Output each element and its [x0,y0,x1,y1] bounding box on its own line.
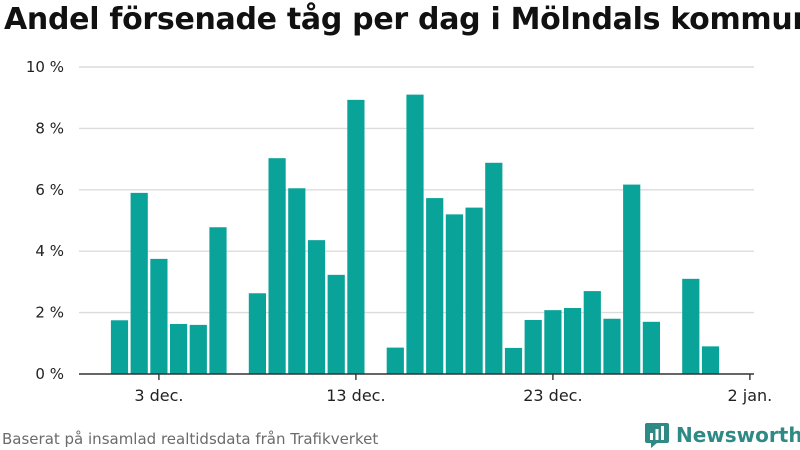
bar [248,293,266,374]
bar [504,347,523,374]
bar [406,94,424,374]
bar [110,320,129,374]
bar [465,207,483,374]
x-tick-label: 2 jan. [728,386,773,405]
bar [642,321,660,374]
brand-name: Newsworthy [676,423,800,447]
y-tick-label: 4 % [35,242,64,260]
bar [327,274,345,374]
bar [426,198,444,374]
bar [603,318,621,374]
y-tick-label: 10 % [26,58,64,76]
bar [288,188,306,374]
x-axis: 3 dec. 13 dec. 23 dec. 2 jan. [79,373,773,405]
bar [150,258,168,374]
y-tick-label: 0 % [35,365,64,383]
bar [347,99,365,374]
bar [268,158,286,374]
bar [485,162,503,374]
bar [682,278,700,374]
bars [110,94,720,374]
bar [209,227,227,374]
bar [583,291,601,374]
y-axis-labels: 0 % 2 % 4 % 6 % 8 % 10 % [26,58,64,383]
bar [386,347,404,374]
x-tick-label: 23 dec. [523,386,582,405]
chart-title: Andel försenade tåg per dag i Mölndals k… [4,2,800,37]
source-note: Baserat på insamlad realtidsdata från Tr… [2,430,379,448]
y-tick-label: 6 % [35,181,64,199]
x-tick-label: 13 dec. [326,386,385,405]
bar [524,319,542,374]
x-tick-label: 3 dec. [134,386,183,405]
brand-logo: Newsworthy [644,421,800,449]
bar [445,214,463,374]
bar [623,184,641,374]
bar [189,324,207,374]
bar [564,307,582,374]
bar [701,346,720,374]
y-tick-label: 8 % [35,119,64,137]
bar [544,310,562,374]
bar [130,192,148,374]
bar [170,323,188,374]
y-tick-label: 2 % [35,304,64,322]
newsworthy-logo-icon [645,423,669,448]
bar [307,240,326,374]
